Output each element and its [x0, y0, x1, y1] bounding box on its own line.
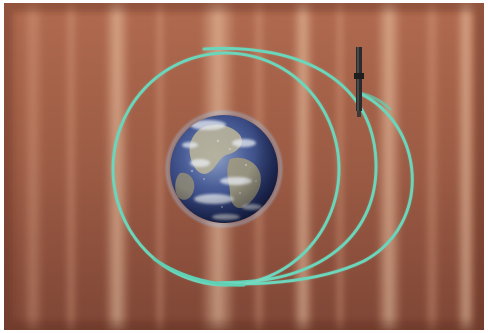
orbit-illustration [4, 3, 484, 330]
earth-globe-icon [164, 109, 284, 229]
orbit-scene [4, 3, 484, 330]
satellite-icon [354, 47, 364, 117]
